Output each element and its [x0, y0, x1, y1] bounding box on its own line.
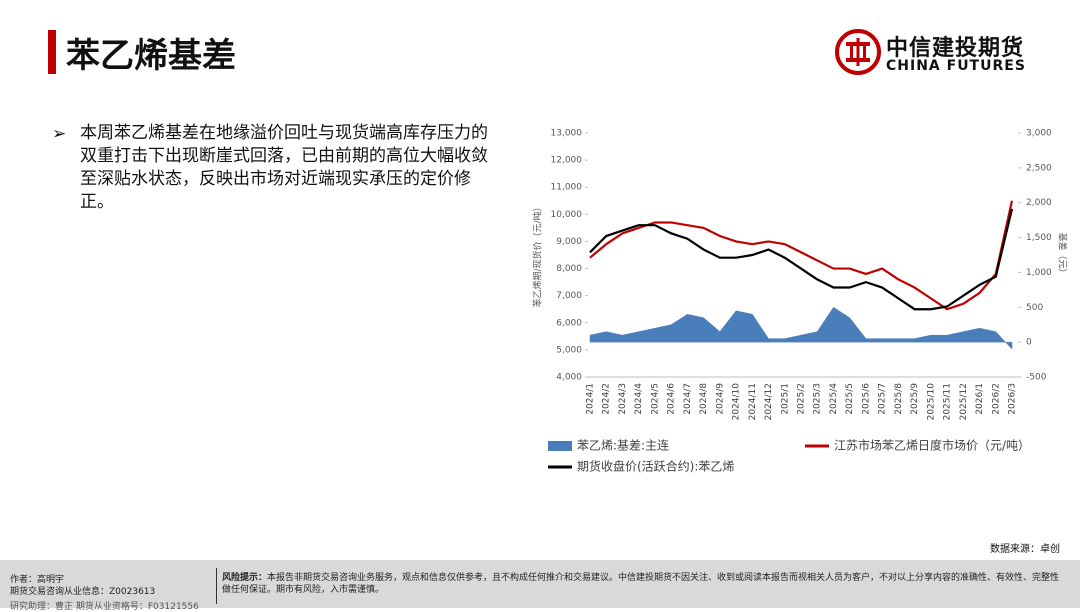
y-tick-label: 11,000 — [551, 183, 583, 193]
x-tick-label: 2024/10 — [732, 383, 742, 421]
chart: 4,000 5,000 6,000 7,000 8,000 9,000 10,000 11,0… — [532, 129, 1069, 474]
bullet-marker: ➢ — [52, 124, 67, 144]
author: 作者：高明宇 — [10, 575, 65, 585]
y2-tick-label: -500 — [1026, 373, 1047, 383]
legend-label: 苯乙烯:基差:主连 — [577, 438, 669, 453]
y-tick-label: 12,000 — [551, 156, 583, 166]
y2-tick-label: 3,000 — [1026, 129, 1052, 139]
y-tick-label: 13,000 — [551, 129, 583, 139]
legend-swatch — [548, 441, 572, 451]
footer — [0, 560, 1080, 608]
y2-tick-label: 2,000 — [1026, 198, 1052, 208]
y2-tick-label: 1,000 — [1026, 268, 1052, 278]
risk-text: 本报告非期货交易咨询业务服务，观点和信息仅供参考，且不构成任何推介和交易建议。中… — [222, 573, 1060, 595]
x-tick-label: 2025/7 — [878, 383, 888, 415]
x-tick-label: 2025/3 — [813, 383, 823, 415]
logo-english: CHINA FUTURES — [886, 58, 1026, 74]
risk-label: 风险提示： — [222, 573, 268, 583]
x-tick-label: 2024/9 — [715, 383, 725, 415]
x-tick-label: 2024/7 — [683, 383, 693, 415]
x-tick-label: 2024/12 — [764, 383, 774, 420]
y-axis-title: 苯乙烯期/现货价（元/吨） — [532, 202, 544, 307]
assistant: 研究助理：曹正 期货从业资格号：F03121556 — [10, 602, 199, 612]
x-tick-label: 2026/1 — [975, 383, 985, 415]
x-tick-label: 2026/3 — [1008, 383, 1018, 415]
title-bar — [48, 30, 56, 74]
legend-label: 期货收盘价(活跃合约):苯乙烯 — [577, 459, 734, 474]
y2-tick-label: 500 — [1026, 303, 1043, 313]
x-tick-label: 2024/8 — [699, 383, 709, 415]
x-tick-label: 2024/4 — [634, 383, 644, 415]
price-line — [589, 208, 1014, 311]
license: 期货交易咨询从业信息：Z0023613 — [10, 587, 156, 597]
slide-title: 苯乙烯基差 — [66, 36, 236, 76]
y-tick-label: 7,000 — [556, 291, 582, 301]
x-tick-label: 2024/2 — [602, 383, 612, 415]
x-tick-label: 2024/1 — [586, 383, 596, 415]
y-tick-label: 4,000 — [556, 373, 582, 383]
x-tick-label: 2025/12 — [959, 383, 969, 420]
y-tick-label: 9,000 — [556, 237, 582, 247]
y2-tick-label: 0 — [1026, 338, 1032, 348]
x-tick-label: 2025/11 — [943, 383, 953, 420]
x-tick-label: 2025/2 — [797, 383, 807, 415]
x-tick-label: 2025/9 — [910, 383, 920, 415]
data-source: 数据来源：卓创 — [990, 544, 1060, 555]
y-tick-label: 6,000 — [556, 318, 582, 328]
x-tick-label: 2024/6 — [667, 383, 677, 415]
x-tick-label: 2024/3 — [618, 383, 628, 415]
x-tick-label: 2025/6 — [861, 383, 871, 415]
price-line — [589, 200, 1014, 311]
y-tick-label: 5,000 — [556, 345, 582, 355]
basis-area — [589, 306, 1013, 350]
y-tick-label: 8,000 — [556, 264, 582, 274]
y2-tick-label: 1,500 — [1026, 233, 1052, 243]
x-tick-label: 2025/4 — [829, 383, 839, 415]
x-tick-label: 2025/5 — [845, 383, 855, 415]
x-tick-label: 2025/1 — [780, 383, 790, 415]
y2-tick-label: 2,500 — [1026, 163, 1052, 173]
legend-label: 江苏市场苯乙烯日度市场价（元/吨） — [834, 438, 1030, 453]
x-tick-label: 2024/11 — [748, 383, 758, 420]
logo-icon — [835, 29, 881, 75]
footer-divider — [216, 568, 217, 604]
y-tick-label: 10,000 — [551, 210, 583, 220]
y2-axis-title: 基差（元） — [1057, 232, 1069, 277]
x-tick-label: 2025/8 — [894, 383, 904, 415]
risk-note: 风险提示：本报告非期货交易咨询业务服务，观点和信息仅供参考，且不构成任何推介和交… — [222, 572, 1062, 596]
bullet-text: 本周苯乙烯基差在地缘溢价回吐与现货端高库存压力的双重打击下出现断崖式回落，已由前… — [80, 123, 488, 212]
x-tick-label: 2024/5 — [650, 383, 660, 415]
x-tick-label: 2025/10 — [926, 383, 936, 421]
logo-name: 中信建投期货 — [886, 36, 1025, 61]
x-tick-label: 2026/2 — [991, 383, 1001, 415]
